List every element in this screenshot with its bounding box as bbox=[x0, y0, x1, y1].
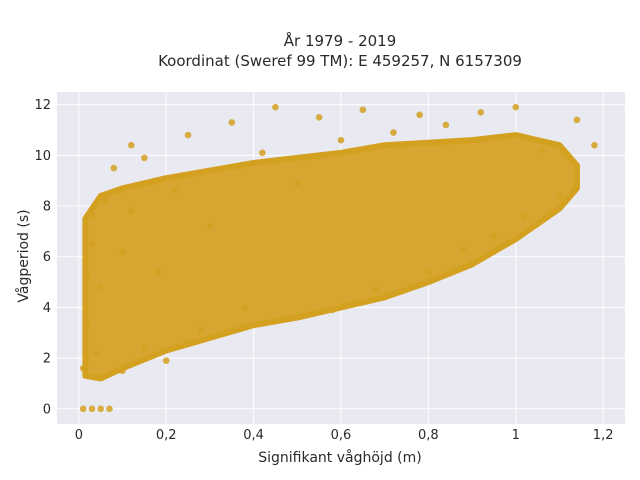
data-point bbox=[141, 344, 148, 352]
x-tick-label: 0,8 bbox=[418, 428, 439, 443]
y-tick-label: 6 bbox=[43, 250, 51, 265]
x-tick-label: 0,4 bbox=[243, 428, 264, 443]
data-point bbox=[442, 121, 450, 129]
x-tick-label: 0 bbox=[75, 428, 83, 443]
data-point bbox=[337, 136, 345, 144]
data-point bbox=[119, 248, 126, 255]
data-point bbox=[490, 233, 498, 240]
x-tick-label: 1 bbox=[512, 428, 520, 443]
data-point bbox=[206, 223, 214, 230]
data-point bbox=[88, 212, 96, 220]
data-point bbox=[591, 141, 598, 149]
data-point bbox=[88, 240, 96, 248]
data-point bbox=[285, 314, 292, 321]
y-axis-ticks: 0 2 4 6 8 10 12 bbox=[34, 98, 51, 417]
data-point bbox=[228, 119, 236, 126]
data-point bbox=[328, 306, 336, 314]
data-point bbox=[573, 116, 581, 124]
data-point bbox=[259, 149, 266, 157]
y-axis-title: Vågperiod (s) bbox=[15, 209, 32, 302]
data-point bbox=[127, 207, 135, 215]
data-point bbox=[88, 405, 96, 413]
data-point bbox=[390, 129, 397, 136]
y-tick-label: 8 bbox=[43, 200, 51, 215]
y-tick-label: 12 bbox=[34, 98, 51, 113]
x-tick-label: 1,2 bbox=[593, 428, 614, 443]
data-point bbox=[127, 141, 135, 149]
y-tick-label: 0 bbox=[43, 402, 51, 417]
x-axis-ticks: 0 0,2 0,4 0,6 0,8 1 1,2 bbox=[75, 428, 614, 443]
data-point bbox=[315, 114, 323, 121]
data-point bbox=[119, 367, 126, 375]
data-point bbox=[359, 106, 367, 114]
data-point bbox=[416, 111, 423, 119]
y-tick-label: 4 bbox=[43, 301, 51, 316]
data-point bbox=[154, 268, 161, 276]
data-point bbox=[162, 357, 170, 364]
data-point bbox=[294, 179, 301, 187]
data-point bbox=[97, 405, 104, 413]
data-point bbox=[521, 212, 528, 220]
data-point bbox=[477, 108, 485, 116]
data-point bbox=[97, 283, 104, 291]
y-tick-label: 10 bbox=[34, 149, 51, 164]
point-density-region bbox=[82, 132, 580, 382]
chart-title-line-2: Koordinat (Sweref 99 TM): E 459257, N 61… bbox=[158, 52, 522, 70]
data-cloud bbox=[82, 132, 580, 382]
data-point bbox=[241, 304, 249, 311]
data-point bbox=[79, 405, 87, 413]
data-point bbox=[110, 164, 118, 172]
data-points bbox=[79, 103, 598, 413]
data-point bbox=[538, 146, 546, 154]
x-tick-label: 0,2 bbox=[156, 428, 177, 443]
x-tick-label: 0,6 bbox=[331, 428, 352, 443]
data-point bbox=[171, 187, 179, 195]
chart-title-line-1: År 1979 - 2019 bbox=[284, 31, 397, 50]
data-point bbox=[197, 326, 205, 334]
data-point bbox=[460, 245, 467, 253]
data-point bbox=[556, 192, 563, 200]
x-axis-title: Signifikant våghöjd (m) bbox=[258, 449, 421, 466]
data-point bbox=[84, 319, 91, 326]
data-point bbox=[425, 268, 432, 276]
data-point bbox=[215, 167, 222, 174]
data-point bbox=[84, 273, 91, 281]
data-point bbox=[79, 364, 87, 372]
y-tick-label: 2 bbox=[43, 352, 51, 367]
data-point bbox=[272, 103, 279, 111]
data-point bbox=[106, 405, 113, 413]
data-point bbox=[372, 286, 380, 293]
data-point bbox=[141, 154, 148, 162]
data-point bbox=[184, 131, 192, 139]
data-point bbox=[101, 197, 109, 205]
data-point bbox=[93, 349, 100, 357]
data-point bbox=[512, 103, 520, 111]
